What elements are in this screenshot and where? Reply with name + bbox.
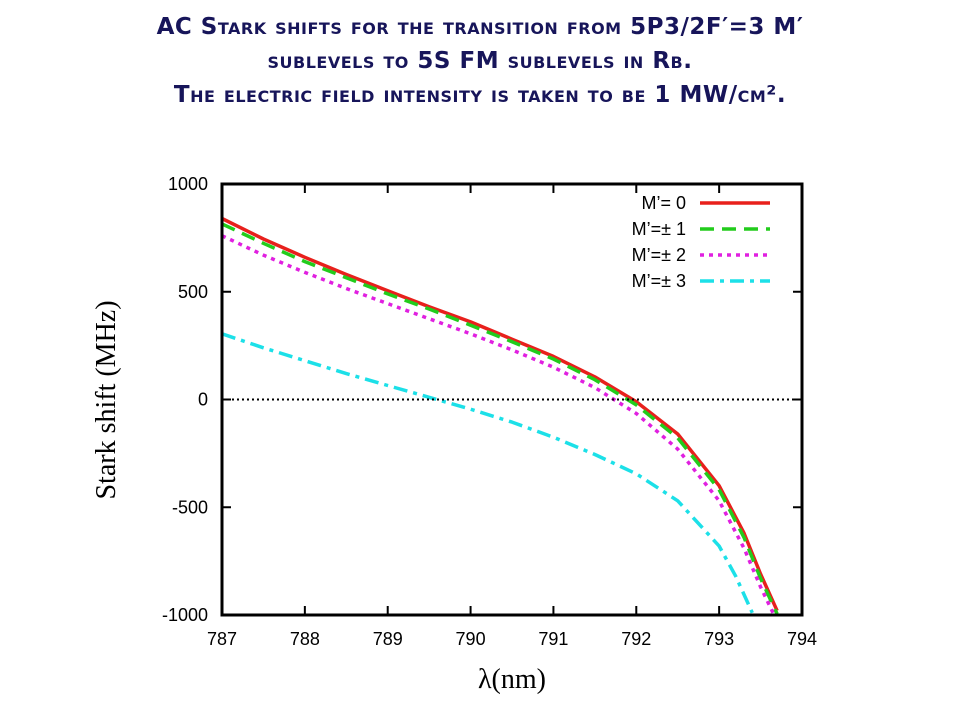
x-tick-label: 787 bbox=[207, 629, 237, 649]
series-line-3 bbox=[222, 332, 754, 614]
title-line-1: AC Stark shifts for the transition from … bbox=[156, 14, 804, 40]
x-tick-label: 789 bbox=[373, 629, 403, 649]
series-line-1 bbox=[222, 222, 779, 615]
x-tick-label: 792 bbox=[621, 629, 651, 649]
y-tick-label: -1000 bbox=[162, 605, 208, 625]
slide-title: AC Stark shifts for the transition from … bbox=[0, 10, 960, 112]
y-tick-label: 1000 bbox=[168, 174, 208, 194]
y-tick-label: 0 bbox=[198, 390, 208, 410]
x-tick-label: 788 bbox=[290, 629, 320, 649]
legend-label: M’=± 2 bbox=[632, 245, 686, 265]
x-tick-label: 794 bbox=[787, 629, 817, 649]
y-tick-label: 500 bbox=[178, 282, 208, 302]
series-line-2 bbox=[222, 234, 775, 614]
series-line-0 bbox=[222, 216, 779, 612]
x-tick-label: 790 bbox=[456, 629, 486, 649]
x-tick-label: 793 bbox=[704, 629, 734, 649]
title-line-2: sublevels to 5S FM sublevels in Rb. bbox=[267, 48, 693, 74]
legend-label: M’=± 1 bbox=[632, 219, 686, 239]
x-tick-label: 791 bbox=[538, 629, 568, 649]
title-line-3: The electric field intensity is taken to… bbox=[173, 82, 787, 108]
legend-label: M’= 0 bbox=[641, 193, 686, 213]
x-axis-label: λ(nm) bbox=[478, 664, 546, 695]
legend-label: M’=± 3 bbox=[632, 271, 686, 291]
y-tick-label: -500 bbox=[172, 497, 208, 517]
y-axis-label: Stark shift (MHz) bbox=[91, 300, 122, 499]
